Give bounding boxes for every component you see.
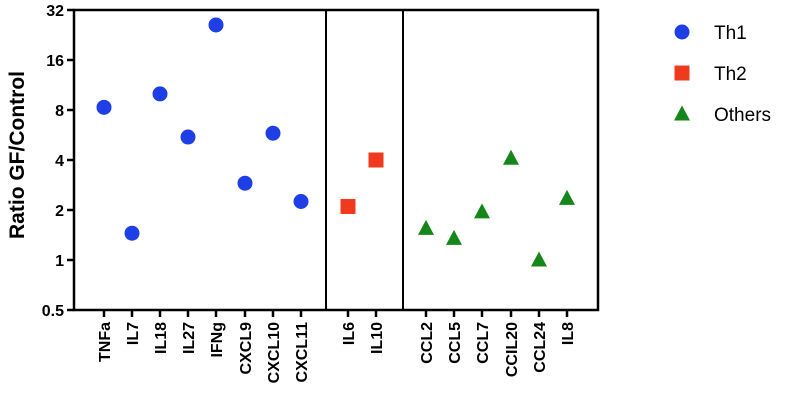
legend-marker-others — [674, 105, 690, 121]
legend-label: Th1 — [714, 23, 747, 44]
plot-frame — [72, 8, 600, 312]
data-point-th1 — [96, 99, 112, 115]
x-tick-label: CXCL9 — [238, 322, 255, 375]
data-point-th2 — [368, 152, 384, 168]
y-tick-label: 2 — [55, 203, 64, 220]
data-point-th2 — [340, 198, 356, 214]
y-tick-label: 1 — [55, 253, 64, 270]
x-tick-label: CCL2 — [419, 322, 436, 364]
legend-label: Others — [714, 105, 771, 126]
x-tick-label: CCIL20 — [504, 322, 521, 377]
x-tick-label: IL8 — [560, 322, 577, 345]
x-tick-label: IL18 — [153, 322, 170, 354]
data-point-th1 — [152, 86, 168, 102]
data-point-others — [503, 149, 519, 165]
y-tick-label: 32 — [46, 3, 64, 20]
x-tick-label: IL27 — [181, 322, 198, 354]
x-tick-label: TNFa — [97, 322, 114, 362]
data-point-others — [446, 229, 462, 245]
x-tick-label: IL7 — [125, 322, 142, 345]
data-point-th1 — [180, 129, 196, 145]
y-tick-label: 0.5 — [42, 303, 64, 320]
data-point-th1 — [265, 125, 281, 141]
data-point-others — [418, 219, 434, 235]
x-tick-label: CCL5 — [447, 322, 464, 364]
y-axis: 0.5 1 2 4 8 16 32 — [42, 3, 74, 320]
data-point-others — [559, 189, 575, 205]
x-axis: TNFa IL7 IL18 IL27 IFNg CXCL9 CXCL10 CXCL11 IL6 I… — [97, 310, 577, 383]
y-axis-title: Ratio GF/Control — [6, 71, 29, 239]
legend-marker-th1 — [674, 24, 690, 40]
x-tick-label: CXCL11 — [294, 322, 311, 383]
plot-border — [72, 8, 600, 312]
data-point-th1 — [293, 194, 309, 210]
legend-label: Th2 — [714, 64, 747, 85]
y-tick-label: 4 — [55, 153, 64, 170]
x-tick-label: IL10 — [369, 322, 386, 354]
x-tick-label: IL6 — [341, 322, 358, 345]
data-point-others — [474, 203, 490, 219]
data-point-th1 — [237, 175, 253, 191]
x-tick-label: IFNg — [209, 322, 226, 358]
x-tick-label: CXCL10 — [266, 322, 283, 383]
legend: Th1 Th2 Others — [674, 23, 771, 126]
y-tick-label: 16 — [46, 53, 64, 70]
y-tick-label: 8 — [55, 103, 64, 120]
data-point-th1 — [124, 225, 140, 241]
data-point-th1 — [208, 17, 224, 33]
legend-marker-th2 — [674, 65, 690, 81]
data-point-others — [531, 251, 547, 267]
data-points — [96, 17, 575, 267]
x-tick-label: CCL24 — [532, 322, 549, 373]
x-tick-label: CCL7 — [475, 322, 492, 364]
